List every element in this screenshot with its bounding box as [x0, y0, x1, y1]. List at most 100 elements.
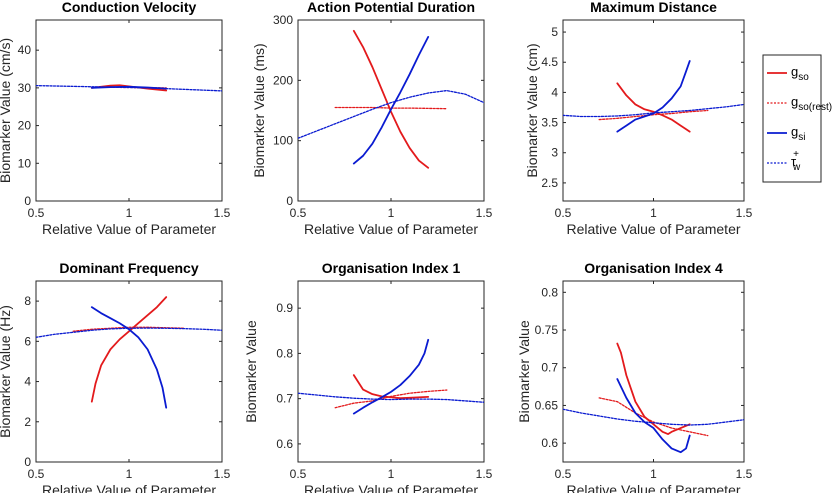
y-tick-label: 4 — [551, 85, 558, 99]
subplot-5: 0.5 1 1.5 0.6 0.7 0.8 0.9 Organisation Index 1 R… — [243, 260, 493, 493]
y-tick-label: 0 — [24, 455, 31, 469]
legend-subscript: so(rest) — [798, 102, 832, 113]
x-tick-label: 1.5 — [476, 206, 493, 220]
legend-symbol: g — [791, 94, 798, 109]
x-tick-label: 0.5 — [555, 467, 572, 481]
y-tick-label: 0.7 — [276, 392, 293, 406]
subplot-3: 0.5 1 1.5 2.5 3 3.5 4 4.5 5 Maximum Distance Relat… — [524, 0, 753, 237]
y-tick-label: 0.75 — [535, 323, 559, 337]
y-tick-label: 300 — [273, 13, 293, 27]
chart-title: Maximum Distance — [590, 0, 717, 15]
subplot-2: 0.5 1 1.5 0 100 200 300 Action Potential Durati… — [251, 0, 493, 237]
legend-subscript: w — [792, 162, 801, 173]
x-axis-label: Relative Value of Parameter — [304, 482, 478, 493]
y-tick-label: 2.5 — [541, 176, 558, 190]
series-line-gsorest — [334, 389, 448, 409]
y-tick-label: 4.5 — [541, 55, 558, 69]
x-tick-label: 1.5 — [214, 206, 231, 220]
x-tick-label: 1.5 — [214, 467, 231, 481]
chart-title: Action Potential Duration — [307, 0, 475, 15]
legend-symbol: τ — [791, 154, 797, 169]
y-axis-label: Biomarker Value — [516, 320, 532, 423]
y-axis-label: Biomarker Value (cm) — [524, 43, 540, 177]
legend-superscript: + — [793, 149, 799, 160]
y-tick-label: 0.9 — [276, 301, 293, 315]
x-tick-label: 1.5 — [736, 467, 753, 481]
axes-box — [35, 19, 223, 202]
axes-box — [562, 280, 745, 463]
axes-box — [297, 280, 485, 463]
legend-box — [762, 54, 822, 183]
x-tick-label: 1 — [388, 467, 395, 481]
y-tick-label: 0.65 — [535, 398, 559, 412]
series-line-gso — [90, 84, 168, 92]
series-line-tauw — [298, 392, 484, 403]
series-line-gsi — [352, 338, 430, 415]
subplot-1: 0.5 1 1.5 0 10 20 30 40 Conduction Velocity Relat… — [0, 0, 231, 237]
series-line-tauw — [563, 103, 744, 118]
y-tick-label: 0.8 — [541, 285, 558, 299]
x-tick-label: 1.5 — [476, 467, 493, 481]
x-tick-label: 1.5 — [736, 206, 753, 220]
y-axis-label: Biomarker Value (Hz) — [0, 305, 13, 438]
series-line-gsorest — [598, 397, 709, 437]
y-tick-label: 0 — [286, 194, 293, 208]
x-tick-label: 0.5 — [555, 206, 572, 220]
chart-title: Conduction Velocity — [62, 0, 197, 15]
y-tick-label: 0.7 — [541, 361, 558, 375]
legend-subscript: si — [798, 132, 805, 143]
legend-label-gsi: gsi — [791, 124, 805, 143]
series-group — [563, 342, 744, 454]
chart-title: Dominant Frequency — [59, 260, 198, 276]
series-line-tauw — [298, 89, 484, 139]
series-line-gso — [352, 374, 430, 400]
legend-symbol: g — [791, 124, 798, 139]
series-line-tauw — [36, 84, 222, 92]
y-tick-label: 100 — [273, 134, 293, 148]
series-group — [36, 84, 222, 92]
x-tick-label: 1 — [126, 467, 133, 481]
y-tick-label: 10 — [18, 156, 32, 170]
legend-label-gso: gso — [791, 64, 809, 83]
y-tick-label: 0.8 — [276, 346, 293, 360]
x-axis-label: Relative Value of Parameter — [566, 221, 740, 237]
x-tick-label: 1 — [650, 206, 657, 220]
series-line-gso — [352, 29, 430, 169]
legend-symbol: g — [791, 64, 798, 79]
x-axis-label: Relative Value of Parameter — [566, 482, 740, 493]
series-line-gso — [90, 296, 168, 403]
series-line-tauw — [36, 327, 222, 338]
chart-title: Organisation Index 1 — [322, 260, 461, 276]
y-tick-label: 30 — [18, 81, 32, 95]
y-axis-label: Biomarker Value (ms) — [251, 43, 267, 177]
y-axis-label: Biomarker Value (cm/s) — [0, 38, 13, 183]
x-axis-label: Relative Value of Parameter — [304, 221, 478, 237]
series-group — [298, 338, 484, 415]
x-tick-label: 1 — [126, 206, 133, 220]
legend-label-gsorest: gso(rest) — [791, 94, 832, 113]
y-tick-label: 0 — [24, 194, 31, 208]
x-tick-label: 1 — [388, 206, 395, 220]
x-tick-label: 0.5 — [290, 206, 307, 220]
x-tick-label: 0.5 — [28, 467, 45, 481]
series-line-gsorest — [598, 109, 709, 121]
subplot-6: 0.5 1 1.5 0.6 0.65 0.7 0.75 0.8 Organisation Ind… — [516, 260, 753, 493]
x-tick-label: 1 — [650, 467, 657, 481]
y-tick-label: 3 — [551, 146, 558, 160]
legend-label-tauw: τ+ w — [791, 149, 801, 173]
y-tick-label: 3.5 — [541, 116, 558, 130]
series-line-gso — [616, 342, 691, 435]
series-line-gsi — [616, 60, 691, 133]
x-axis-label: Relative Value of Parameter — [42, 482, 216, 493]
y-tick-label: 8 — [24, 294, 31, 308]
series-line-gsi — [616, 378, 691, 454]
y-tick-label: 200 — [273, 73, 293, 87]
y-tick-label: 2 — [24, 415, 31, 429]
y-tick-label: 4 — [24, 375, 31, 389]
series-line-gso — [616, 82, 691, 133]
x-tick-label: 0.5 — [28, 206, 45, 220]
y-tick-label: 0.6 — [276, 437, 293, 451]
